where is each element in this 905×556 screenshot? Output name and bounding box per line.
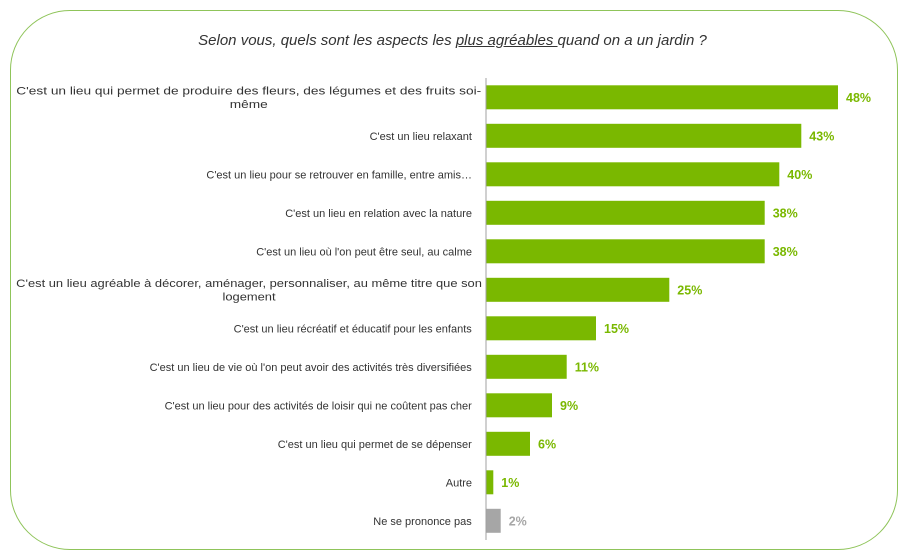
category-label: C'est un lieu en relation avec la nature <box>285 208 472 220</box>
category-label: C'est un lieu pour des activités de lois… <box>165 400 473 412</box>
value-label: 40% <box>787 168 812 182</box>
chart-title: Selon vous, quels sont les aspects les p… <box>0 32 905 49</box>
title-suffix: quand on a un jardin ? <box>557 32 707 49</box>
value-label: 11% <box>575 360 599 374</box>
bar <box>486 277 670 302</box>
value-label: 2% <box>509 514 527 528</box>
chart-frame <box>10 10 898 550</box>
bar <box>486 85 838 110</box>
category-label: C'est un lieu pour se retrouver en famil… <box>206 169 472 181</box>
bar <box>486 354 567 379</box>
value-label: 43% <box>809 129 834 143</box>
bar <box>486 200 765 225</box>
value-label: 25% <box>677 283 702 297</box>
bar <box>486 162 780 187</box>
category-label: C'est un lieu agréable à décorer, aménag… <box>16 277 482 303</box>
category-label: C'est un lieu récréatif et éducatif pour… <box>234 323 473 335</box>
category-label: Autre <box>446 477 472 489</box>
value-label: 38% <box>773 206 798 220</box>
value-label: 9% <box>560 399 578 413</box>
category-label: C'est un lieu qui permet de se dépenser <box>278 439 472 451</box>
bar <box>486 431 530 456</box>
value-label: 6% <box>538 437 556 451</box>
value-label: 38% <box>773 245 798 259</box>
category-label: C'est un lieu relaxant <box>370 131 472 143</box>
bar <box>486 123 802 148</box>
category-label: C'est un lieu de vie où l'on peut avoir … <box>150 362 473 374</box>
category-label: C'est un lieu qui permet de produire des… <box>16 85 481 111</box>
bars-group <box>486 85 838 533</box>
bar <box>486 239 765 264</box>
category-label: Ne se prononce pas <box>373 516 472 528</box>
value-label: 48% <box>846 91 871 105</box>
title-prefix: Selon vous, quels sont les aspects les <box>198 32 456 49</box>
bar <box>486 393 552 418</box>
bar <box>486 508 501 533</box>
value-label: 1% <box>501 476 519 490</box>
value-labels-group: 48% 43% 40% 38% 38% 25% 15% 11% 9% 6% 1% 2% <box>501 91 871 528</box>
value-label: 15% <box>604 322 629 336</box>
title-emphasis: plus agréables <box>455 32 558 49</box>
bar <box>486 316 596 341</box>
category-label: C'est un lieu où l'on peut être seul, au… <box>256 246 472 258</box>
category-labels-group: C'est un lieu qui permet de produire des… <box>16 85 482 528</box>
bar <box>486 470 494 495</box>
